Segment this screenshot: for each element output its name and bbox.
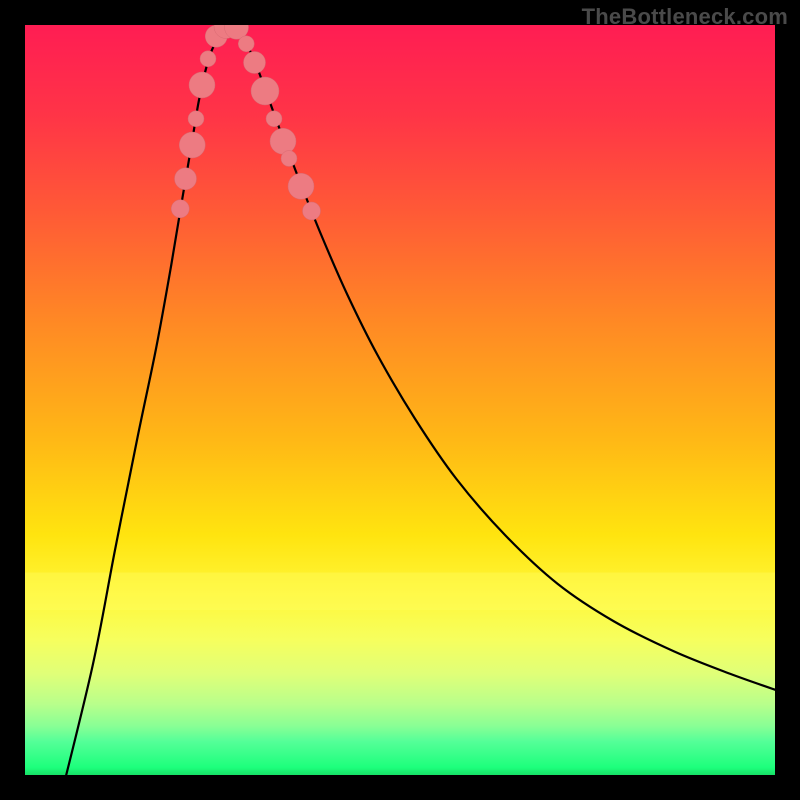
data-marker bbox=[270, 128, 296, 154]
data-marker bbox=[175, 168, 197, 190]
highlight-band bbox=[25, 573, 775, 611]
data-marker bbox=[189, 72, 215, 98]
data-marker bbox=[244, 52, 266, 74]
data-marker bbox=[288, 173, 314, 199]
data-marker bbox=[303, 202, 321, 220]
gradient-background bbox=[25, 25, 775, 775]
plot-area bbox=[0, 0, 800, 800]
data-marker bbox=[251, 77, 279, 105]
data-marker bbox=[179, 132, 205, 158]
data-marker bbox=[238, 36, 254, 52]
data-marker bbox=[188, 111, 204, 127]
data-marker bbox=[281, 151, 297, 167]
data-marker bbox=[171, 200, 189, 218]
chart-container: TheBottleneck.com bbox=[0, 0, 800, 800]
watermark-text: TheBottleneck.com bbox=[582, 4, 788, 30]
data-marker bbox=[200, 51, 216, 67]
data-marker bbox=[266, 111, 282, 127]
bottleneck-chart bbox=[0, 0, 800, 800]
